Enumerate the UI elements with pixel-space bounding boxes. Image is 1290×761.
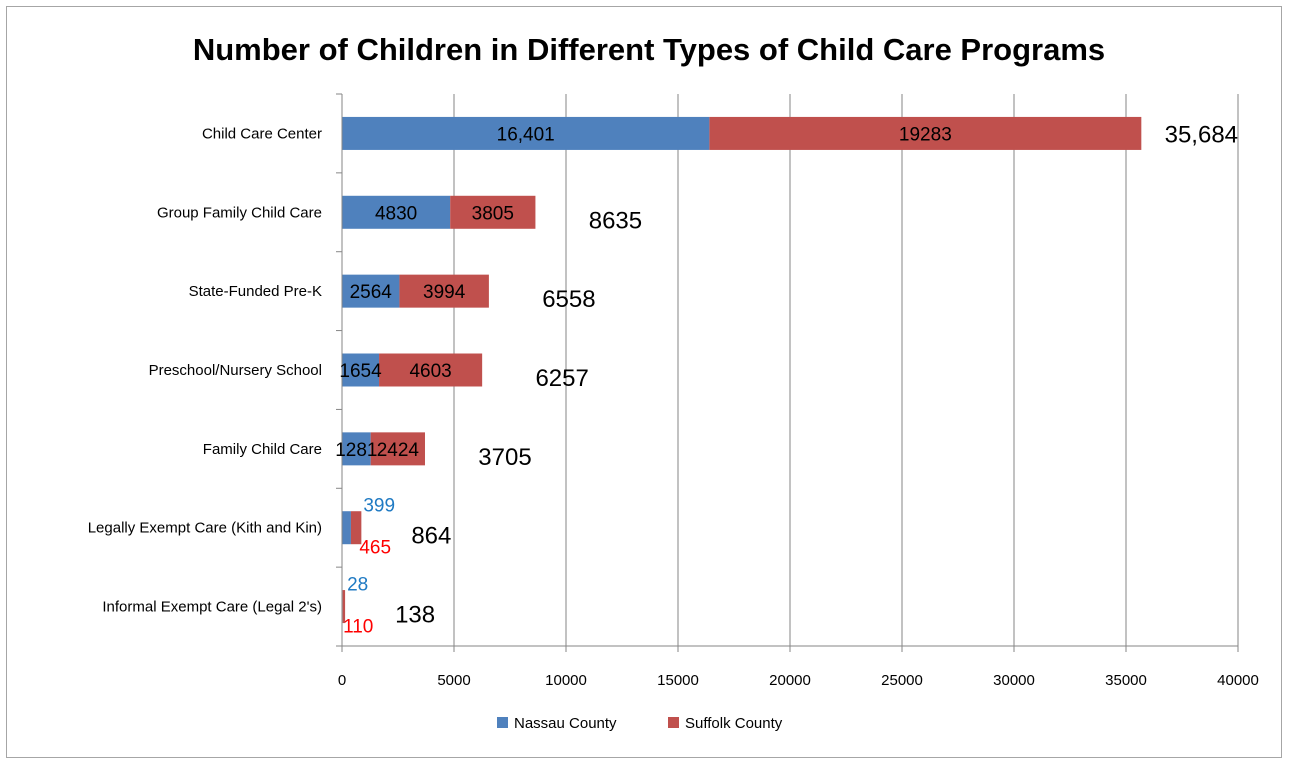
total-label: 35,684 [1165,121,1238,148]
data-label-suffolk: 2424 [377,440,420,461]
legend-swatch [668,717,679,728]
category-label: Legally Exempt Care (Kith and Kin) [88,520,322,537]
x-tick-label: 40000 [1217,672,1259,689]
data-label-nassau: 2564 [350,282,393,303]
bar-nassau [342,274,400,308]
bar-nassau [342,116,710,150]
legend-label: Suffolk County [685,715,783,732]
data-label-nassau: 1281 [335,440,377,461]
data-label-suffolk: 3994 [423,282,466,303]
total-label: 8635 [589,207,642,234]
x-tick-label: 35000 [1105,672,1147,689]
bar-suffolk [399,274,489,308]
bar-suffolk [709,116,1142,150]
data-label-nassau: 16,401 [497,124,555,145]
gridlines [453,94,1239,646]
bar-nassau [342,432,371,466]
legend-label: Nassau County [514,715,617,732]
bar-nassau [342,511,351,545]
data-label-nassau: 1654 [339,361,382,382]
data-label-suffolk: 19283 [899,124,952,145]
axes: 0 5000 10000 15000 20000 25000 30000 35000 40000… [88,93,1259,689]
data-label-nassau: 399 [363,496,395,517]
total-label: 6257 [535,365,588,392]
x-tick-label: 10000 [545,672,587,689]
data-label-suffolk: 110 [343,617,373,638]
bar-nassau [342,195,451,229]
total-label: 6558 [542,286,595,313]
category-label: Group Family Child Care [157,204,322,221]
category-label: Family Child Care [203,441,322,458]
category-label: Informal Exempt Care (Legal 2's) [102,599,322,616]
bar-suffolk [350,511,362,545]
bar-suffolk [379,353,483,387]
data-label-suffolk: 465 [359,538,391,559]
x-tick-label: 20000 [769,672,811,689]
x-tick-label: 15000 [657,672,699,689]
bar-suffolk [342,590,346,624]
bar-suffolk [370,432,425,466]
x-tick-label: 5000 [437,672,470,689]
data-label-nassau: 4830 [375,203,417,224]
data-label-nassau: 28 [347,575,368,596]
data-label-suffolk: 3805 [472,203,514,224]
total-label: 864 [411,523,451,550]
data-labels: 16,401 19283 35,684 4830 3805 8635 2564 3994 655… [335,121,1238,637]
category-label: State-Funded Pre-K [189,283,322,300]
legend: Nassau County Suffolk County [497,715,783,732]
x-tick-label: 0 [338,672,346,689]
total-label: 138 [395,602,435,629]
legend-swatch [497,717,508,728]
bar-suffolk [450,195,536,229]
total-label: 3705 [478,444,531,471]
category-label: Child Care Center [202,125,322,142]
bars [342,116,1142,624]
chart-title: Number of Children in Different Types of… [193,32,1105,67]
data-label-suffolk: 4603 [409,361,451,382]
x-tick-label: 25000 [881,672,923,689]
category-label: Preschool/Nursery School [149,362,322,379]
bar-nassau [342,353,380,387]
x-tick-label: 30000 [993,672,1035,689]
